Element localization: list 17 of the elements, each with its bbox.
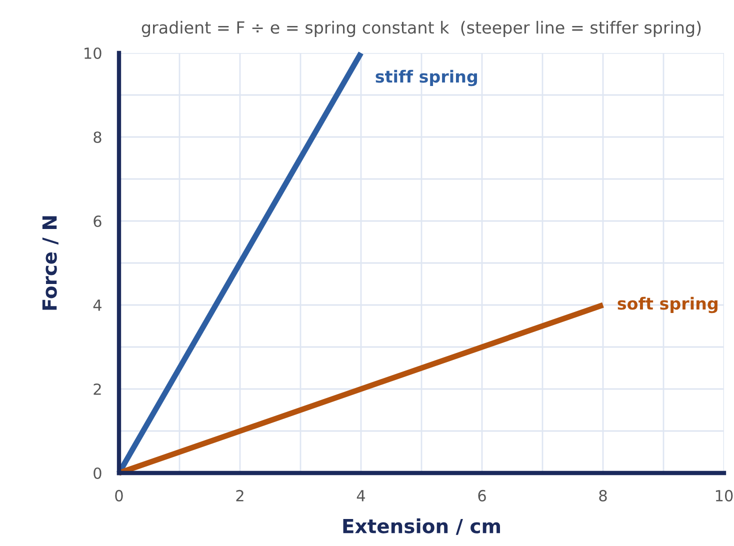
x-axis-title: Extension / cm	[343, 518, 500, 535]
x-tick-label: 8	[599, 490, 607, 502]
series-label: stiff spring	[376, 70, 477, 86]
y-tick-label: 6	[94, 215, 102, 228]
x-tick-label: 2	[236, 490, 244, 502]
y-tick-label: 2	[94, 383, 101, 395]
y-tick-label: 4	[93, 300, 102, 311]
chart-title: gradient = F ÷ e = spring constant k (steeper line = stiffer spring)	[142, 20, 701, 38]
y-tick-label: 0	[94, 467, 102, 480]
y-axis-title: Force / N	[42, 216, 58, 310]
y-tick-label: 8	[94, 131, 102, 144]
x-tick-label: 0	[115, 490, 123, 502]
x-tick-label: 10	[716, 490, 733, 502]
x-tick-label: 6	[478, 490, 486, 502]
y-tick-label: 10	[84, 47, 102, 60]
x-tick-label: 4	[356, 490, 366, 502]
series-label: soft spring	[618, 296, 718, 314]
